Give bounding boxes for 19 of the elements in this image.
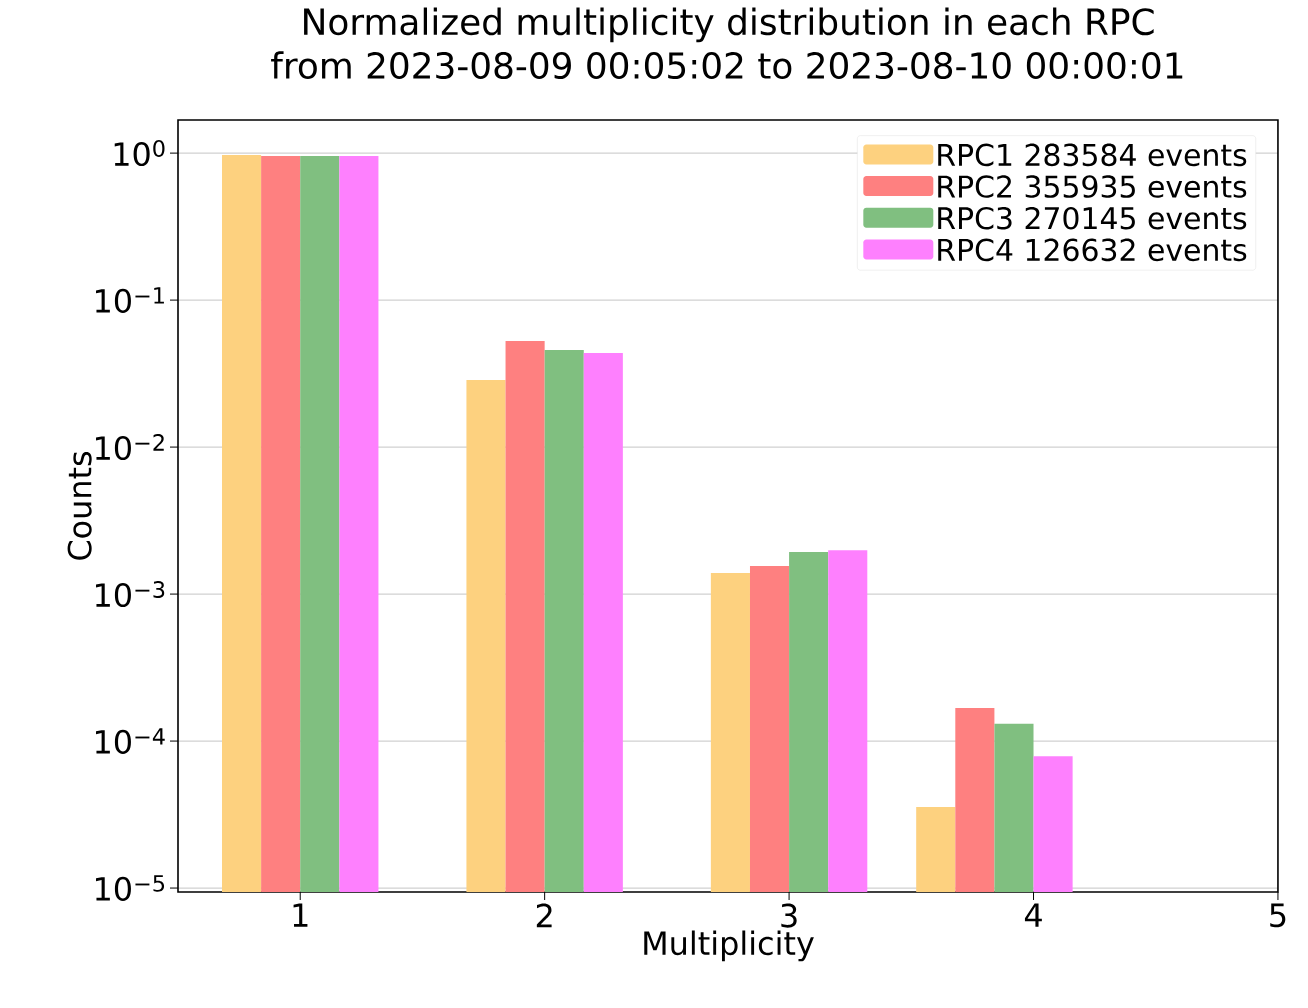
y-axis-title: Counts [67,451,92,560]
x-tick-label: 3 [781,903,797,928]
x-axis-title: Multiplicity [644,930,814,962]
y-tick-label: 10$^{−3}$ [96,581,165,608]
y-tick-label: 10$^{0}$ [114,140,165,167]
legend-label: RPC2 355935 events [938,175,1247,198]
legend-label: RPC4 126632 events [938,238,1247,262]
x-tick-label: 1 [293,903,308,927]
y-tick-label: 10$^{−4}$ [96,728,165,754]
x-tick-label: 2 [536,903,552,928]
x-tick-label: 4 [1024,903,1042,927]
y-tick-label: 10$^{−5}$ [96,875,165,901]
chart-title: Normalized multiplicity distribution in each RPC [304,7,1154,43]
x-tick-label: 5 [1270,903,1286,928]
y-tick-label: 10$^{−2}$ [96,434,164,461]
y-tick-label: 10$^{−1}$ [96,287,164,313]
legend-label: RPC3 270145 events [938,206,1247,230]
chart-subtitle: from 2023-08-09 00:05:02 to 2023-08-10 00:00:01 [271,51,1183,80]
legend-label: RPC1 283584 events [938,143,1247,167]
